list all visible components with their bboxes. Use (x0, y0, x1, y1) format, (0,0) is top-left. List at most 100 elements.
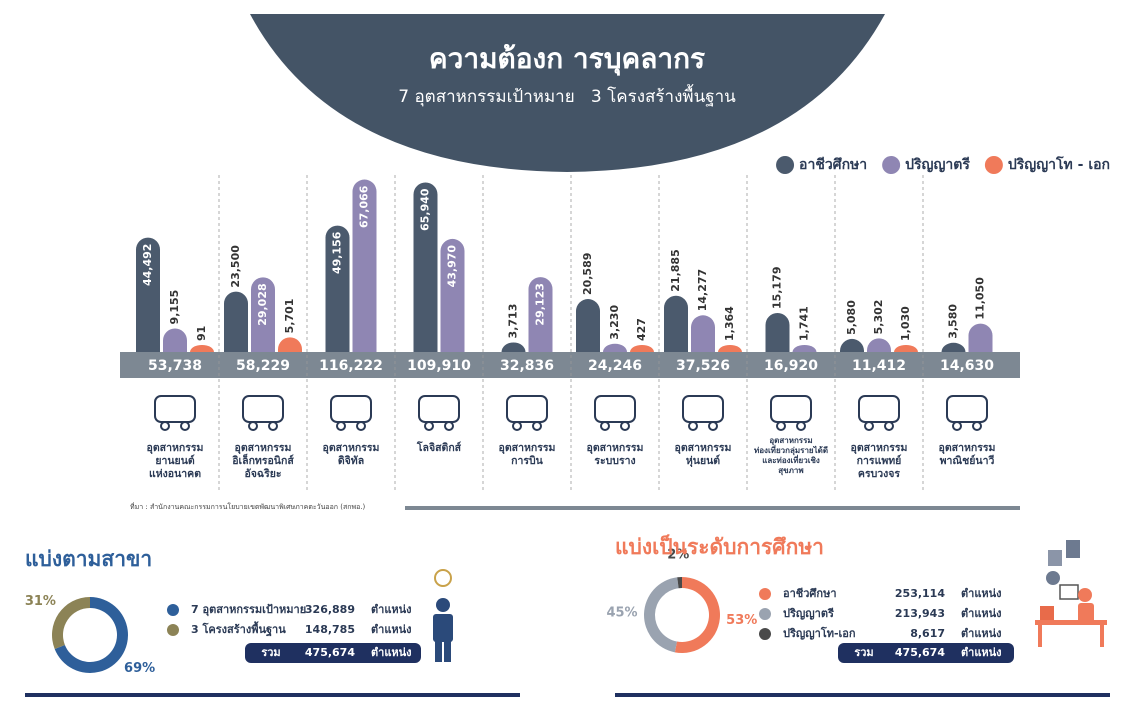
data-label: 91 (195, 326, 208, 341)
data-label: 65,940 (419, 188, 432, 231)
data-label: 3,713 (507, 304, 520, 339)
total-label: 16,920 (764, 358, 818, 374)
data-label: 29,028 (256, 283, 269, 325)
bar (603, 344, 627, 352)
legend-swatch (167, 604, 179, 616)
icon-shape (249, 422, 257, 430)
icon-shape (797, 422, 805, 430)
unit-label: ตำแหน่ง (961, 607, 1002, 620)
total-label: 58,229 (236, 358, 290, 374)
unit-label: ตำแหน่ง (961, 646, 1002, 659)
category-icon (771, 396, 811, 430)
data-label: 5,080 (845, 300, 858, 335)
total-label: 109,910 (407, 358, 471, 374)
legend-label: อาชีวศึกษา (783, 587, 837, 600)
icon-shape (885, 422, 893, 430)
bar (969, 324, 993, 352)
unit-label: ตำแหน่ง (371, 646, 412, 659)
data-label: 20,589 (581, 253, 594, 295)
icon-shape (771, 396, 811, 422)
infographic: ความต้องก ารบุคลากร 7 อุตสาหกรรมเป้าหมาย… (0, 0, 1134, 709)
data-label: 3,580 (947, 304, 960, 339)
icon-shape (331, 396, 371, 422)
bar (278, 337, 302, 352)
data-label: 67,066 (358, 185, 371, 228)
chart-title: ความต้องก ารบุคลากร (429, 42, 705, 76)
category-icon (419, 396, 459, 430)
bar (576, 299, 600, 352)
icon-shape (161, 422, 169, 430)
total-label: 11,412 (852, 358, 906, 374)
category-label: อุตสาหกรรม อิเล็กทรอนิกส์ อัจฉริยะ (219, 442, 307, 481)
category-icon (331, 396, 371, 430)
total-label: 24,246 (588, 358, 642, 374)
donut-segment (644, 577, 679, 652)
unit-label: ตำแหน่ง (961, 587, 1002, 600)
total-label: 32,836 (500, 358, 554, 374)
percent-label: 69% (124, 661, 155, 676)
category-label: อุตสาหกรรม การแพทย์ ครบวงจร (835, 442, 923, 481)
icon-shape (621, 422, 629, 430)
legend-label: ปริญญาตรี (783, 607, 834, 620)
icon-shape (513, 422, 521, 430)
total-name: รวม (261, 646, 280, 659)
worker-icon (1035, 540, 1107, 647)
category-label: อุตสาหกรรม ระบบราง (571, 442, 659, 468)
bar (664, 296, 688, 352)
count-label: 213,943 (895, 607, 945, 620)
category-icon (595, 396, 635, 430)
percent-label: 45% (606, 606, 637, 621)
legend-label: ปริญญาโท - เอก (1008, 155, 1110, 173)
category-label: โลจิสติกส์ (395, 442, 483, 455)
legend-swatch (776, 156, 794, 174)
data-label: 44,492 (141, 244, 154, 286)
icon-shape (595, 396, 635, 422)
section-title: แบ่งเป็นระดับการศึกษา (615, 533, 824, 559)
bar (718, 345, 742, 352)
legend-swatch (759, 588, 771, 600)
icon-shape (269, 422, 277, 430)
legend-swatch (882, 156, 900, 174)
category-icon (683, 396, 723, 430)
legend-label: 7 อุตสาหกรรมเป้าหมาย (191, 603, 306, 617)
data-label: 1,364 (723, 306, 736, 341)
icon-shape (947, 396, 987, 422)
icon-shape (445, 422, 453, 430)
data-label: 15,179 (771, 267, 784, 309)
icon-shape (683, 396, 723, 422)
bar (894, 345, 918, 352)
unit-label: ตำแหน่ง (371, 603, 412, 616)
bar (224, 292, 248, 352)
icon-shape (601, 422, 609, 430)
category-label: อุตสาหกรรม ยานยนต์ แห่งอนาคต (131, 442, 219, 481)
percent-label: 53% (726, 613, 757, 628)
category-label: อุตสาหกรรม การบิน (483, 442, 571, 468)
legend-swatch (167, 624, 179, 636)
total-label: 116,222 (319, 358, 383, 374)
icon-shape (181, 422, 189, 430)
bar (163, 328, 187, 352)
icon-shape (777, 422, 785, 430)
bar (840, 339, 864, 352)
data-label: 5,302 (872, 300, 885, 335)
bar (766, 313, 790, 352)
category-label: อุตสาหกรรม พาณิชย์นาวี (923, 442, 1011, 468)
category-label: อุตสาหกรรม หุ่นยนต์ (659, 442, 747, 468)
source-note: ที่มา : สำนักงานคณะกรรมการนโยบายเขตพัฒนา… (130, 502, 366, 511)
data-label: 49,156 (331, 231, 344, 274)
category-icon (859, 396, 899, 430)
data-label: 3,230 (608, 305, 621, 340)
bar (793, 345, 817, 352)
person-icon (433, 570, 453, 662)
unit-label: ตำแหน่ง (371, 623, 412, 636)
donut-segment (52, 597, 90, 649)
legend-label: อาชีวศึกษา (799, 156, 867, 173)
bar (502, 342, 526, 352)
legend-swatch (759, 608, 771, 620)
data-label: 29,123 (534, 283, 547, 325)
total-value: 475,674 (895, 646, 945, 659)
section-title: แบ่งตามสาขา (25, 547, 152, 571)
bar (867, 338, 891, 352)
icon-shape (419, 396, 459, 422)
bar (190, 345, 214, 352)
